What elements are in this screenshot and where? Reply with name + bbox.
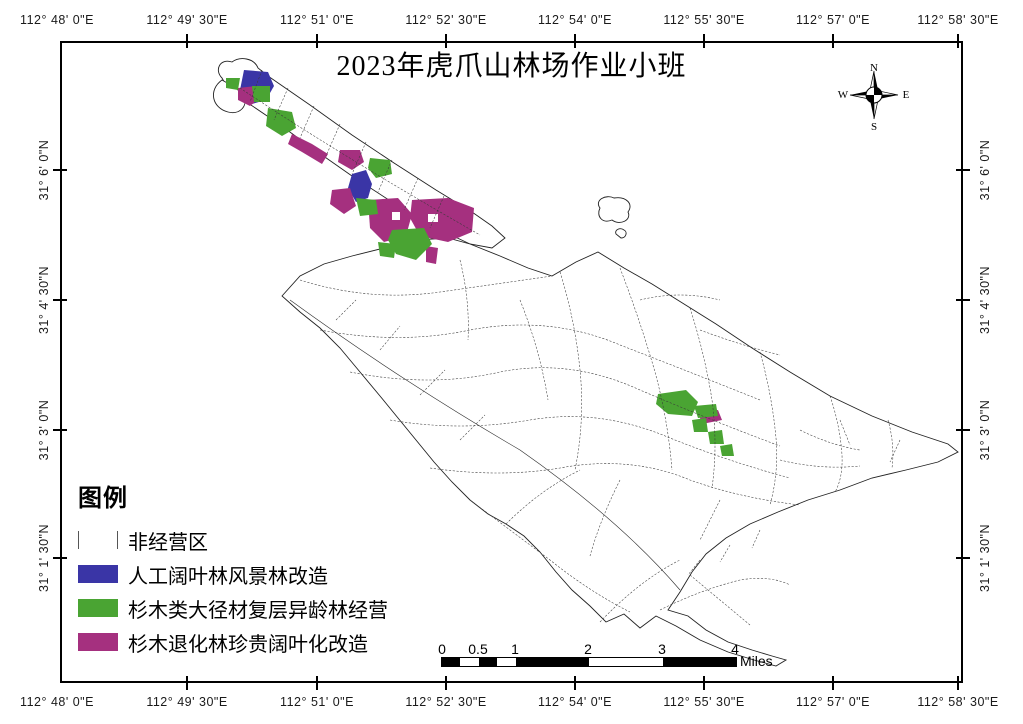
lon-label-top: 112° 49' 30"E xyxy=(146,13,228,27)
lon-label-bottom: 112° 51' 0"E xyxy=(280,695,354,709)
legend-item-label: 杉木类大径材复层异龄林经营 xyxy=(128,599,388,622)
map-title: 2023年虎爪山林场作业小班 xyxy=(336,51,687,82)
lon-label-bottom: 112° 49' 30"E xyxy=(146,695,228,709)
lon-label-top: 112° 52' 30"E xyxy=(405,13,487,27)
lat-label-right: 31° 1' 30"N xyxy=(978,523,992,593)
compartment-lines xyxy=(239,69,901,626)
legend-item-label: 人工阔叶林风景林改造 xyxy=(128,565,328,588)
lat-label-right: 31° 4' 30"N xyxy=(978,265,992,335)
scalebar-tick-label: 1 xyxy=(511,641,519,657)
lat-label-left: 31° 1' 30"N xyxy=(37,523,51,593)
lon-label-top: 112° 55' 30"E xyxy=(663,13,745,27)
scalebar-tick-label: 2 xyxy=(584,641,592,657)
lon-label-top: 112° 54' 0"E xyxy=(538,13,612,27)
legend-item-fir-large-diameter: 杉木类大径材复层异龄林经营 xyxy=(78,591,388,625)
magenta-polygon-swatch-icon xyxy=(78,633,118,651)
lat-label-left: 31° 6' 0"N xyxy=(37,139,51,201)
hollow-polygon-swatch-icon xyxy=(78,531,118,549)
patches-magenta xyxy=(238,86,722,424)
compass-e-label: E xyxy=(902,89,910,101)
lat-label-left: 31° 4' 30"N xyxy=(37,265,51,335)
scalebar-tick-label: 3 xyxy=(658,641,666,657)
lon-label-bottom: 112° 48' 0"E xyxy=(20,695,94,709)
lon-label-bottom: 112° 52' 30"E xyxy=(405,695,487,709)
compass-s-label: S xyxy=(870,121,878,133)
lat-label-right: 31° 6' 0"N xyxy=(978,139,992,201)
legend-item-label: 非经营区 xyxy=(128,531,208,554)
lon-label-bottom: 112° 58' 30"E xyxy=(917,695,999,709)
lon-label-bottom: 112° 54' 0"E xyxy=(538,695,612,709)
legend-title: 图例 xyxy=(78,485,128,512)
lon-label-top: 112° 57' 0"E xyxy=(796,13,870,27)
legend-item-fir-degraded: 杉木退化林珍贵阔叶化改造 xyxy=(78,625,388,659)
lon-label-top: 112° 51' 0"E xyxy=(280,13,354,27)
lon-label-bottom: 112° 55' 30"E xyxy=(663,695,745,709)
blue-polygon-swatch-icon xyxy=(78,565,118,583)
legend-item-non-operating: 非经营区 xyxy=(78,523,388,557)
lon-label-top: 112° 58' 30"E xyxy=(917,13,999,27)
legend-item-label: 杉木退化林珍贵阔叶化改造 xyxy=(128,633,368,656)
scalebar-bar xyxy=(441,657,737,667)
scalebar-unit: Miles xyxy=(740,653,773,669)
compass-n-label: N xyxy=(870,62,878,74)
patches-green xyxy=(226,78,734,456)
lon-label-bottom: 112° 57' 0"E xyxy=(796,695,870,709)
scalebar-tick-label: 0 xyxy=(438,641,446,657)
lat-label-right: 31° 3' 0"N xyxy=(978,399,992,461)
lat-label-left: 31° 3' 0"N xyxy=(37,399,51,461)
lon-label-top: 112° 48' 0"E xyxy=(20,13,94,27)
green-polygon-swatch-icon xyxy=(78,599,118,617)
compass-w-label: W xyxy=(837,89,849,101)
scalebar-tick-label: 4 xyxy=(731,641,739,657)
legend: 图例 非经营区 人工阔叶林风景林改造 杉木类大径材复层异龄林经营 杉木退化林珍贵… xyxy=(78,478,388,659)
legend-item-broadleaf-scenic: 人工阔叶林风景林改造 xyxy=(78,557,388,591)
scalebar-tick-label: 0.5 xyxy=(468,641,488,657)
compass-rose-icon xyxy=(849,70,899,120)
map-neatline xyxy=(60,41,963,683)
